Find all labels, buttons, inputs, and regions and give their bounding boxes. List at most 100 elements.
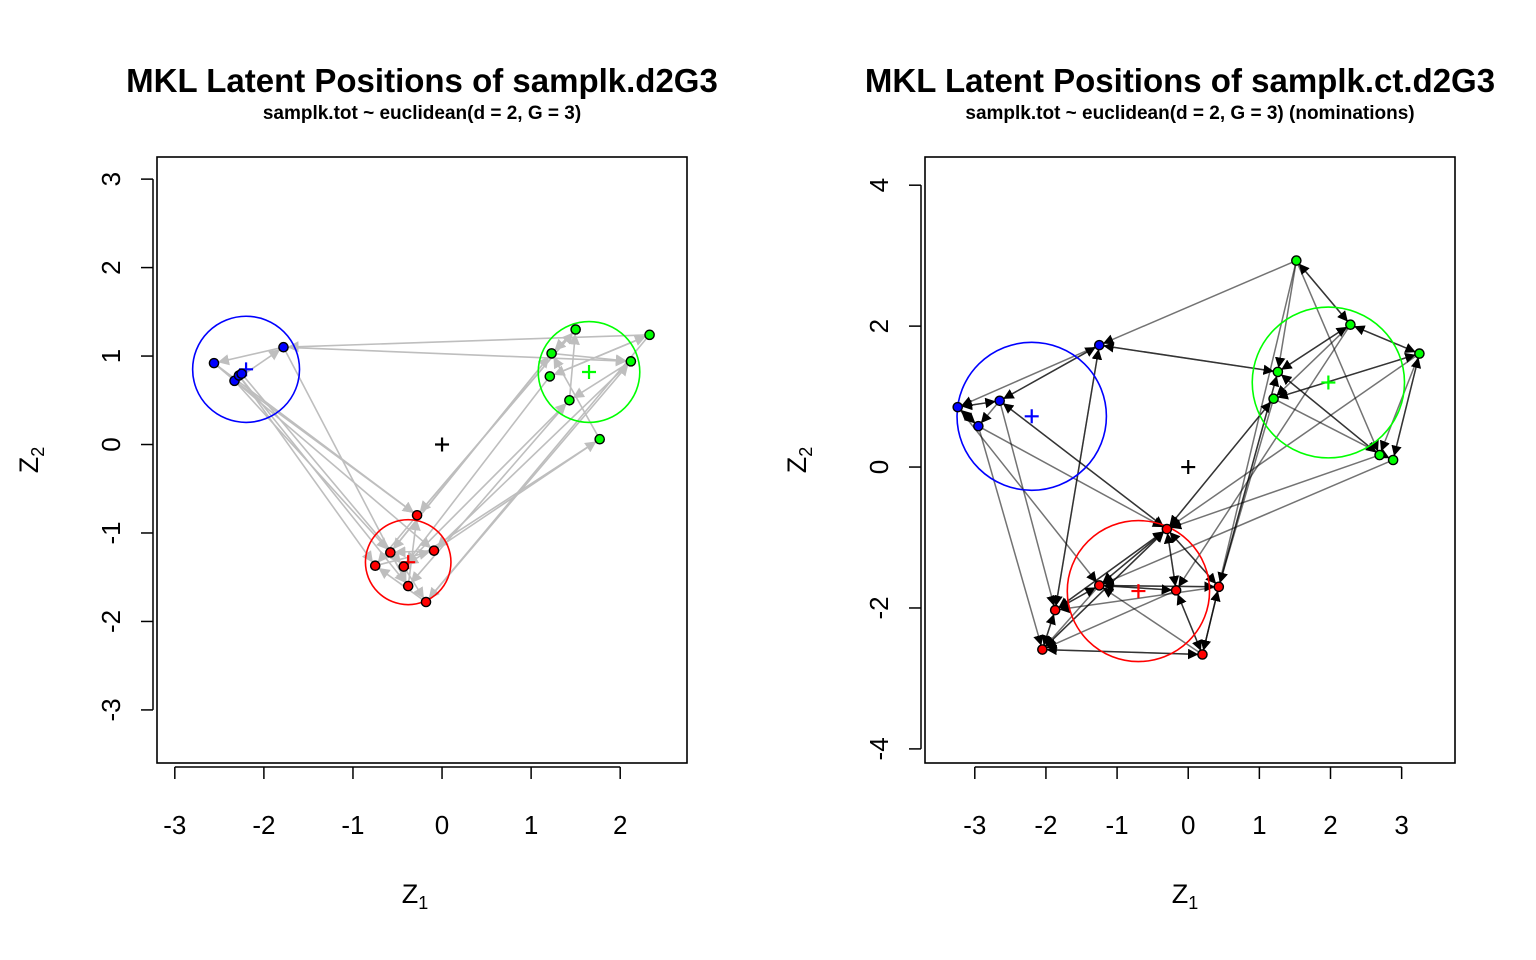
- data-point: [1268, 393, 1279, 404]
- data-point: [1414, 348, 1425, 359]
- data-point: [402, 580, 414, 592]
- data-point: [398, 561, 410, 572]
- x-tick-label: -1: [1106, 810, 1129, 840]
- edge-arrow: [241, 378, 406, 584]
- y-axis-label-2: Z2: [782, 447, 816, 474]
- data-point: [1345, 319, 1356, 331]
- cluster-center-marker: [1024, 409, 1039, 424]
- data-point: [1272, 366, 1284, 378]
- data-point: [428, 545, 440, 556]
- y-tick-label: -2: [864, 596, 894, 619]
- y-tick-label: -3: [96, 698, 126, 721]
- edge-arrow: [1059, 586, 1214, 614]
- edge-arrow: [1045, 591, 1172, 649]
- data-point: [385, 547, 396, 558]
- data-point: [546, 348, 557, 359]
- x-tick-label: -3: [963, 810, 986, 840]
- data-point: [1161, 523, 1173, 535]
- cluster-center-marker: [1321, 375, 1336, 390]
- edge-arrow: [1102, 461, 1389, 585]
- y-tick-label: 4: [864, 178, 894, 192]
- edge-arrow: [1393, 357, 1422, 456]
- edge-arrow: [1102, 587, 1199, 653]
- cluster-circle: [956, 341, 1108, 492]
- edge-arrow: [1102, 261, 1293, 345]
- data-point: [952, 401, 964, 413]
- edge-arrow: [238, 383, 414, 513]
- data-point: [1093, 580, 1105, 591]
- edge-arrow: [1277, 354, 1415, 400]
- data-point: [570, 324, 581, 335]
- chart-title-1: MKL Latent Positions of samplk.d2G3: [126, 62, 718, 99]
- y-tick-label: 0: [96, 437, 126, 451]
- x-tick-label: -2: [1034, 810, 1057, 840]
- x-tick-label: -1: [341, 810, 364, 840]
- edge-arrow: [379, 548, 431, 566]
- data-point: [1049, 604, 1061, 616]
- data-point: [411, 509, 423, 521]
- data-point: [236, 368, 247, 380]
- edge-arrow: [394, 546, 430, 558]
- edge-arrow: [1170, 355, 1416, 527]
- edge-arrow: [217, 347, 279, 366]
- edge-arrow: [1002, 403, 1164, 527]
- y-tick-label: 0: [864, 460, 894, 474]
- chart-subtitle-2: samplk.tot ~ euclidean(d = 2, G = 3) (no…: [965, 103, 1414, 124]
- points-2: [952, 255, 1425, 660]
- edge-arrow: [406, 403, 567, 564]
- edge-arrow: [961, 346, 1096, 407]
- edge-arrow: [217, 365, 432, 549]
- edge-arrow: [1003, 346, 1096, 400]
- y-tick-label: 3: [96, 172, 126, 186]
- data-point: [594, 433, 606, 445]
- edge-arrow: [1103, 580, 1214, 591]
- edge-arrow: [1170, 456, 1376, 530]
- edge-arrow: [1163, 532, 1177, 586]
- data-point: [369, 560, 381, 572]
- edge-arrow: [1178, 328, 1349, 588]
- edge-arrow: [241, 379, 373, 563]
- x-tick-label: 1: [524, 810, 538, 840]
- y-tick-label: 2: [864, 319, 894, 333]
- y-tick-label: -4: [864, 737, 894, 760]
- data-point: [544, 371, 556, 382]
- edge-arrow: [1102, 531, 1164, 583]
- cluster-center-marker: [582, 364, 597, 379]
- edge-arrow: [1202, 590, 1221, 650]
- axes-1: -3 -2 -1 0 1 2 -3 -2 -1 0 1 2 3: [96, 172, 627, 840]
- data-point: [973, 420, 984, 432]
- data-point: [1093, 339, 1105, 351]
- y-tick-label: -2: [96, 610, 126, 633]
- y-tick-label: 2: [96, 260, 126, 274]
- x-tick-label: 2: [1323, 810, 1337, 840]
- edge-arrow: [554, 332, 573, 351]
- y-axis-label-1: Z2: [14, 447, 48, 474]
- clusters-1: [191, 315, 641, 606]
- data-point: [420, 596, 432, 608]
- edge-arrow: [980, 404, 998, 424]
- chart-title-2: MKL Latent Positions of samplk.ct.d2G3: [865, 62, 1495, 99]
- edge-arrow: [960, 409, 976, 424]
- edge-arrow: [285, 351, 407, 583]
- edge-arrow: [568, 333, 580, 396]
- cluster-circle: [1251, 306, 1406, 459]
- data-point: [625, 356, 637, 367]
- data-point: [1213, 581, 1225, 593]
- x-tick-label: -3: [163, 810, 186, 840]
- axes-2: -3 -2 -1 0 1 2 3 -4 -2 0 2 4: [864, 178, 1409, 840]
- cluster-circle: [191, 315, 301, 424]
- edge-arrow: [428, 364, 629, 599]
- edge-arrow: [960, 410, 1097, 583]
- edges-2: [960, 261, 1422, 660]
- chart-panel-1: MKL Latent Positions of samplk.d2G3 samp…: [14, 62, 718, 913]
- edge-arrow: [287, 334, 645, 353]
- data-point: [1374, 449, 1385, 461]
- clusters-2: [956, 306, 1406, 663]
- edge-arrow: [1058, 531, 1164, 608]
- edge-arrow: [1000, 405, 1057, 607]
- chart-panel-2: MKL Latent Positions of samplk.ct.d2G3 s…: [782, 62, 1495, 913]
- edge-arrow: [436, 364, 628, 548]
- plot-frame-1: [156, 156, 688, 764]
- edge-arrow: [1297, 264, 1379, 452]
